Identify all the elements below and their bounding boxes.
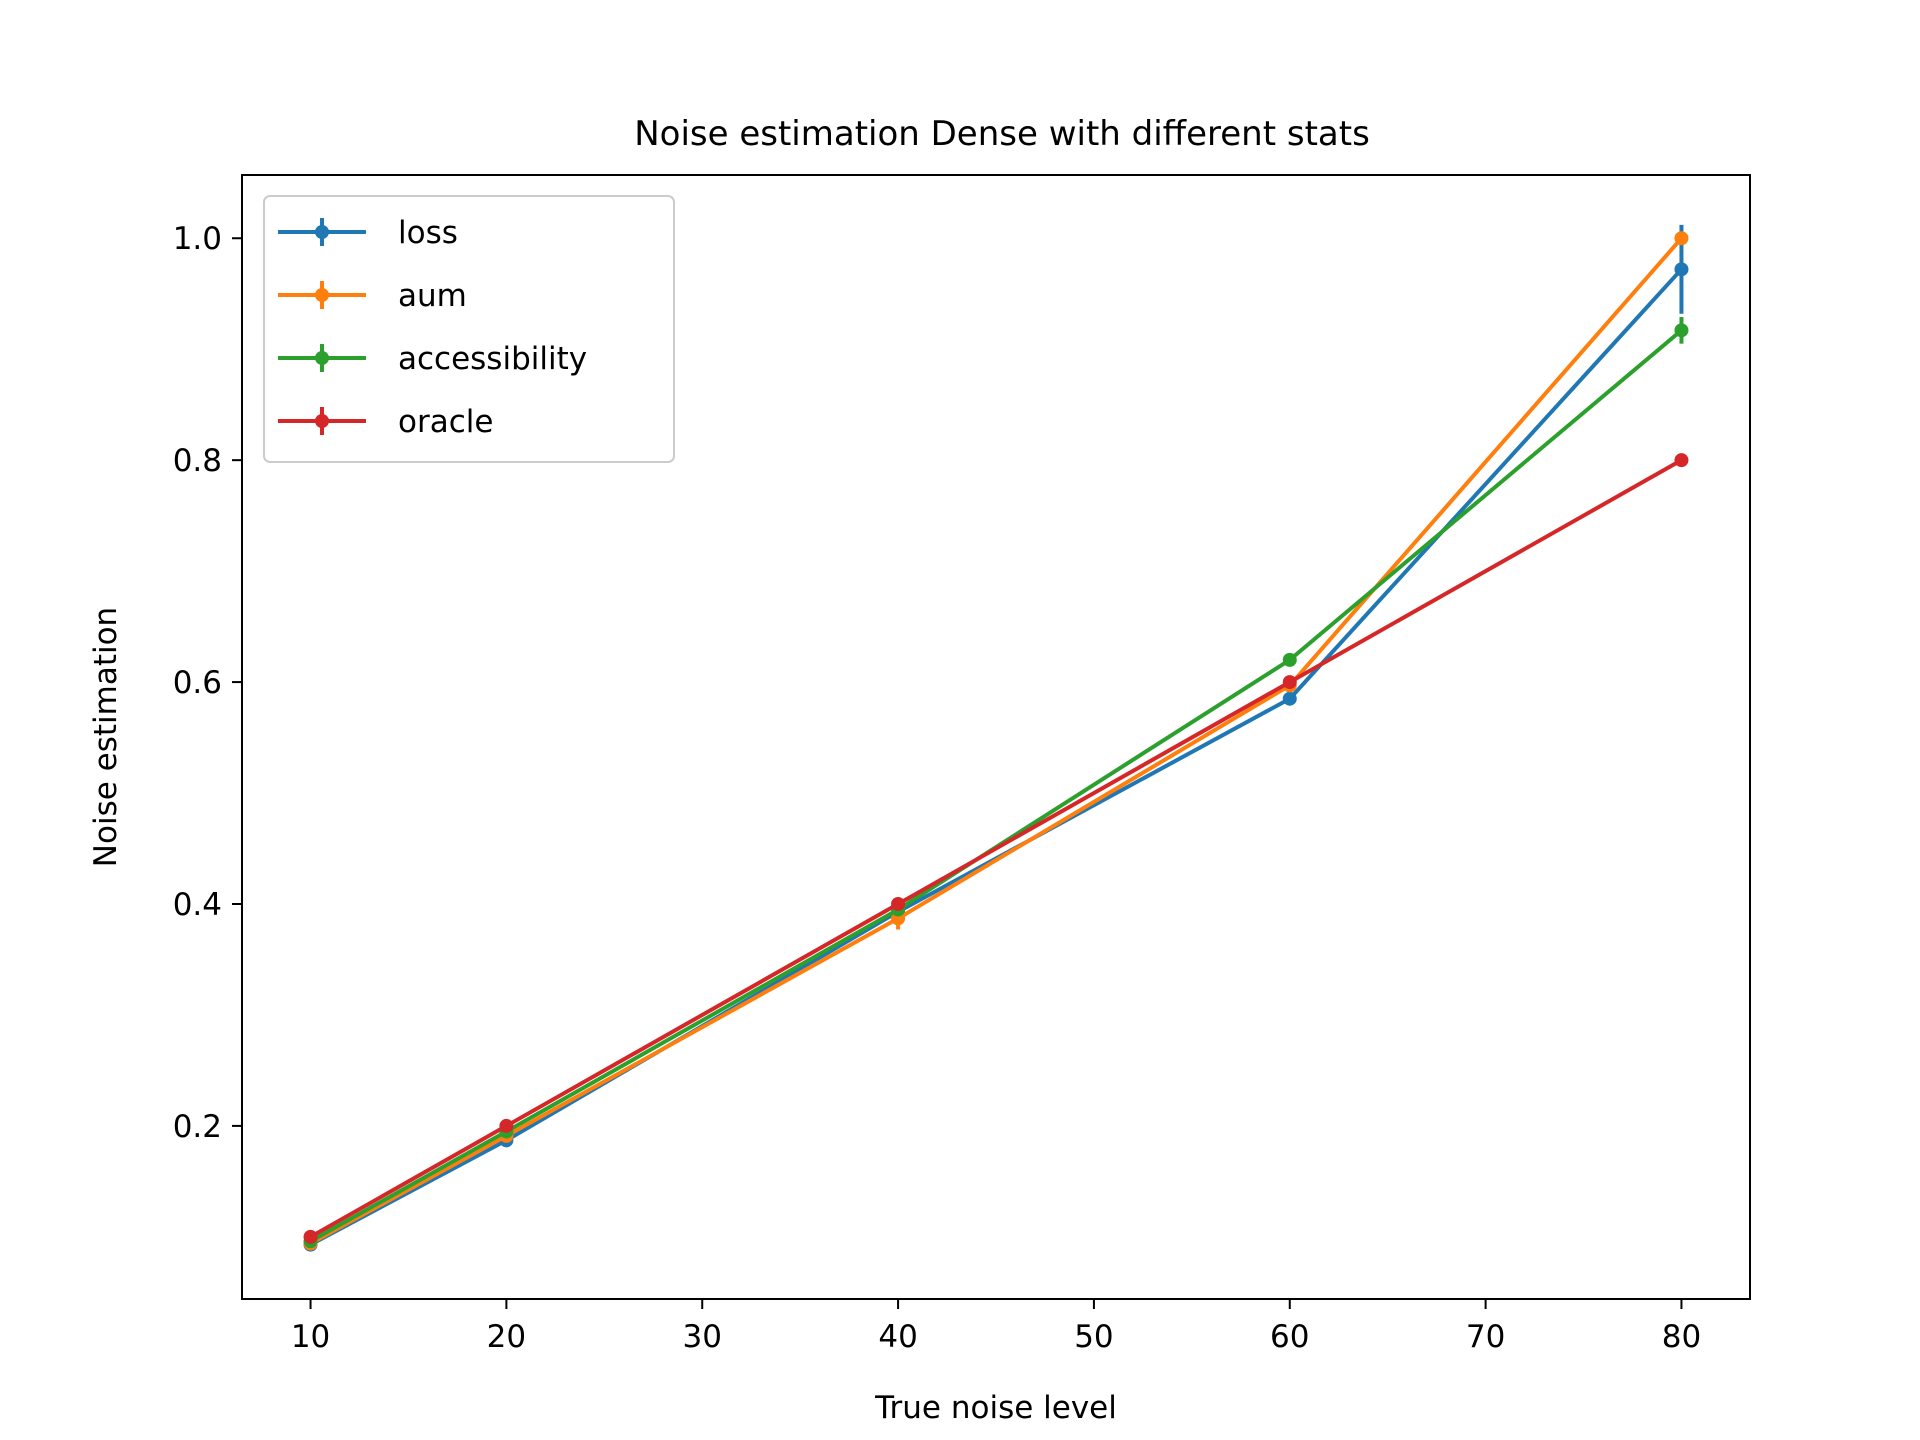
plot-frame xyxy=(241,174,1751,1300)
x-tick-label: 30 xyxy=(683,1319,722,1355)
series-oracle xyxy=(303,453,1689,1244)
x-tick-label: 40 xyxy=(878,1319,917,1355)
x-tick-label: 50 xyxy=(1074,1319,1113,1355)
data-point xyxy=(1674,262,1689,277)
x-tick-label: 80 xyxy=(1662,1319,1701,1355)
y-axis-ticks: 0.2 0.4 0.6 0.8 1.0 xyxy=(173,221,242,1145)
data-point xyxy=(891,896,906,911)
plot-marks xyxy=(303,224,1689,1252)
legend: loss aum accessibility oracle xyxy=(263,195,675,463)
data-point xyxy=(1674,453,1689,468)
x-tick-label: 10 xyxy=(291,1319,330,1355)
data-point xyxy=(1282,675,1297,690)
y-tick-label: 0.8 xyxy=(173,443,222,479)
legend-marker xyxy=(315,225,329,239)
legend-marker xyxy=(315,414,329,428)
data-point xyxy=(1282,652,1297,667)
legend-box xyxy=(263,195,675,463)
x-tick-label: 20 xyxy=(487,1319,526,1355)
data-point xyxy=(303,1229,318,1244)
x-tick-label: 60 xyxy=(1270,1319,1309,1355)
data-point xyxy=(1674,231,1689,246)
y-tick-label: 0.4 xyxy=(173,887,222,923)
legend-label: accessibility xyxy=(398,341,587,377)
y-tick-label: 1.0 xyxy=(173,221,222,257)
y-axis-label: Noise estimation xyxy=(88,607,124,867)
legend-label: loss xyxy=(398,215,458,251)
x-tick-label: 70 xyxy=(1466,1319,1505,1355)
data-point xyxy=(499,1118,514,1133)
legend-marker xyxy=(315,288,329,302)
legend-label: oracle xyxy=(398,404,493,440)
y-tick-label: 0.2 xyxy=(173,1109,222,1145)
x-axis-label: True noise level xyxy=(874,1390,1117,1426)
legend-marker xyxy=(315,351,329,365)
legend-label: aum xyxy=(398,278,467,314)
data-point xyxy=(1674,323,1689,338)
x-axis-ticks: 10 20 30 40 50 60 70 80 xyxy=(291,1299,1701,1355)
data-point xyxy=(1282,691,1297,706)
chart-title: Noise estimation Dense with different st… xyxy=(634,114,1370,154)
y-tick-label: 0.6 xyxy=(173,665,222,701)
